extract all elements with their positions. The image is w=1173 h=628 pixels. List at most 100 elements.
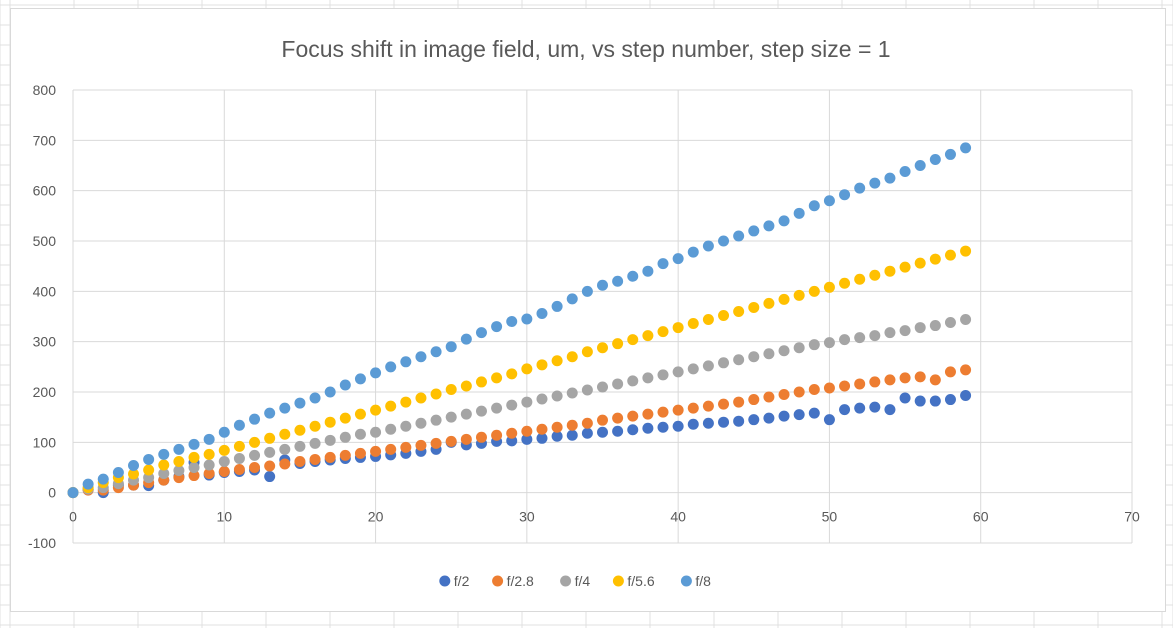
data-point[interactable] — [581, 346, 593, 358]
data-point[interactable] — [581, 417, 593, 429]
data-point[interactable] — [249, 436, 261, 448]
data-point[interactable] — [687, 402, 699, 414]
data-point[interactable] — [128, 468, 140, 480]
data-point[interactable] — [324, 416, 336, 428]
data-point[interactable] — [929, 153, 941, 165]
data-point[interactable] — [203, 448, 215, 460]
legend-item[interactable]: f/2 — [439, 573, 470, 589]
data-point[interactable] — [960, 314, 972, 326]
data-point[interactable] — [264, 471, 276, 483]
data-point[interactable] — [929, 320, 941, 332]
data-point[interactable] — [264, 446, 276, 458]
data-point[interactable] — [597, 279, 608, 291]
data-point[interactable] — [173, 443, 185, 455]
data-point[interactable] — [672, 420, 684, 432]
data-point[interactable] — [687, 246, 699, 258]
data-point[interactable] — [869, 401, 881, 413]
data-point[interactable] — [581, 285, 593, 297]
data-point[interactable] — [914, 160, 926, 171]
data-point[interactable] — [430, 346, 442, 358]
data-point[interactable] — [128, 459, 140, 471]
data-point[interactable] — [808, 285, 820, 297]
data-point[interactable] — [748, 225, 760, 237]
data-point[interactable] — [475, 327, 487, 339]
data-point[interactable] — [884, 265, 896, 277]
data-point[interactable] — [854, 378, 866, 390]
data-point[interactable] — [839, 189, 851, 201]
data-point[interactable] — [914, 371, 926, 383]
data-point[interactable] — [944, 366, 956, 378]
data-point[interactable] — [294, 455, 306, 467]
data-point[interactable] — [823, 281, 835, 293]
data-point[interactable] — [475, 376, 487, 388]
data-point[interactable] — [869, 330, 881, 342]
data-point[interactable] — [793, 207, 805, 219]
data-point[interactable] — [778, 293, 790, 305]
data-point[interactable] — [354, 408, 366, 420]
data-point[interactable] — [536, 359, 548, 371]
data-point[interactable] — [203, 433, 215, 445]
data-point[interactable] — [642, 265, 654, 277]
data-point[interactable] — [491, 321, 503, 333]
data-point[interactable] — [793, 289, 805, 301]
data-point[interactable] — [929, 253, 941, 265]
data-point[interactable] — [793, 342, 805, 354]
data-point[interactable] — [203, 459, 215, 471]
data-point[interactable] — [506, 316, 518, 328]
legend-item[interactable]: f/5.6 — [612, 573, 655, 589]
data-point[interactable] — [551, 430, 563, 442]
data-point[interactable] — [294, 440, 306, 452]
data-point[interactable] — [551, 421, 563, 433]
data-point[interactable] — [808, 339, 820, 351]
data-point[interactable] — [460, 408, 472, 420]
data-point[interactable] — [627, 270, 639, 282]
data-point[interactable] — [642, 408, 654, 420]
data-point[interactable] — [339, 449, 351, 461]
data-point[interactable] — [718, 309, 730, 321]
data-point[interactable] — [627, 334, 639, 346]
data-point[interactable] — [944, 148, 956, 160]
data-point[interactable] — [733, 230, 745, 242]
data-point[interactable] — [839, 334, 851, 346]
data-point[interactable] — [581, 427, 593, 439]
data-point[interactable] — [884, 172, 896, 184]
data-point[interactable] — [869, 177, 881, 189]
data-point[interactable] — [521, 396, 533, 408]
data-point[interactable] — [445, 383, 457, 395]
data-point[interactable] — [551, 355, 563, 367]
data-point[interactable] — [642, 422, 654, 434]
data-point[interactable] — [143, 472, 155, 484]
data-point[interactable] — [642, 372, 654, 384]
data-point[interactable] — [914, 395, 926, 407]
data-point[interactable] — [854, 182, 866, 194]
data-point[interactable] — [778, 215, 790, 227]
data-point[interactable] — [491, 429, 503, 441]
data-point[interactable] — [944, 317, 956, 329]
data-point[interactable] — [702, 400, 714, 412]
data-point[interactable] — [112, 467, 124, 479]
data-point[interactable] — [612, 378, 624, 390]
data-point[interactable] — [430, 414, 442, 426]
data-point[interactable] — [718, 398, 730, 410]
data-point[interactable] — [188, 451, 200, 463]
data-point[interactable] — [612, 412, 624, 424]
data-point[interactable] — [597, 381, 608, 393]
data-point[interactable] — [309, 437, 321, 449]
data-point[interactable] — [264, 407, 276, 419]
data-point[interactable] — [143, 453, 155, 465]
data-point[interactable] — [702, 314, 714, 326]
data-point[interactable] — [748, 351, 760, 363]
data-point[interactable] — [657, 406, 669, 418]
data-point[interactable] — [566, 293, 578, 305]
data-point[interactable] — [309, 420, 321, 432]
data-point[interactable] — [960, 390, 972, 402]
data-point[interactable] — [445, 341, 457, 353]
data-point[interactable] — [491, 402, 503, 414]
data-point[interactable] — [536, 423, 548, 435]
data-point[interactable] — [808, 407, 820, 419]
data-point[interactable] — [884, 374, 896, 386]
data-point[interactable] — [793, 386, 805, 398]
data-point[interactable] — [249, 449, 261, 461]
data-point[interactable] — [733, 354, 745, 366]
data-point[interactable] — [748, 414, 760, 426]
